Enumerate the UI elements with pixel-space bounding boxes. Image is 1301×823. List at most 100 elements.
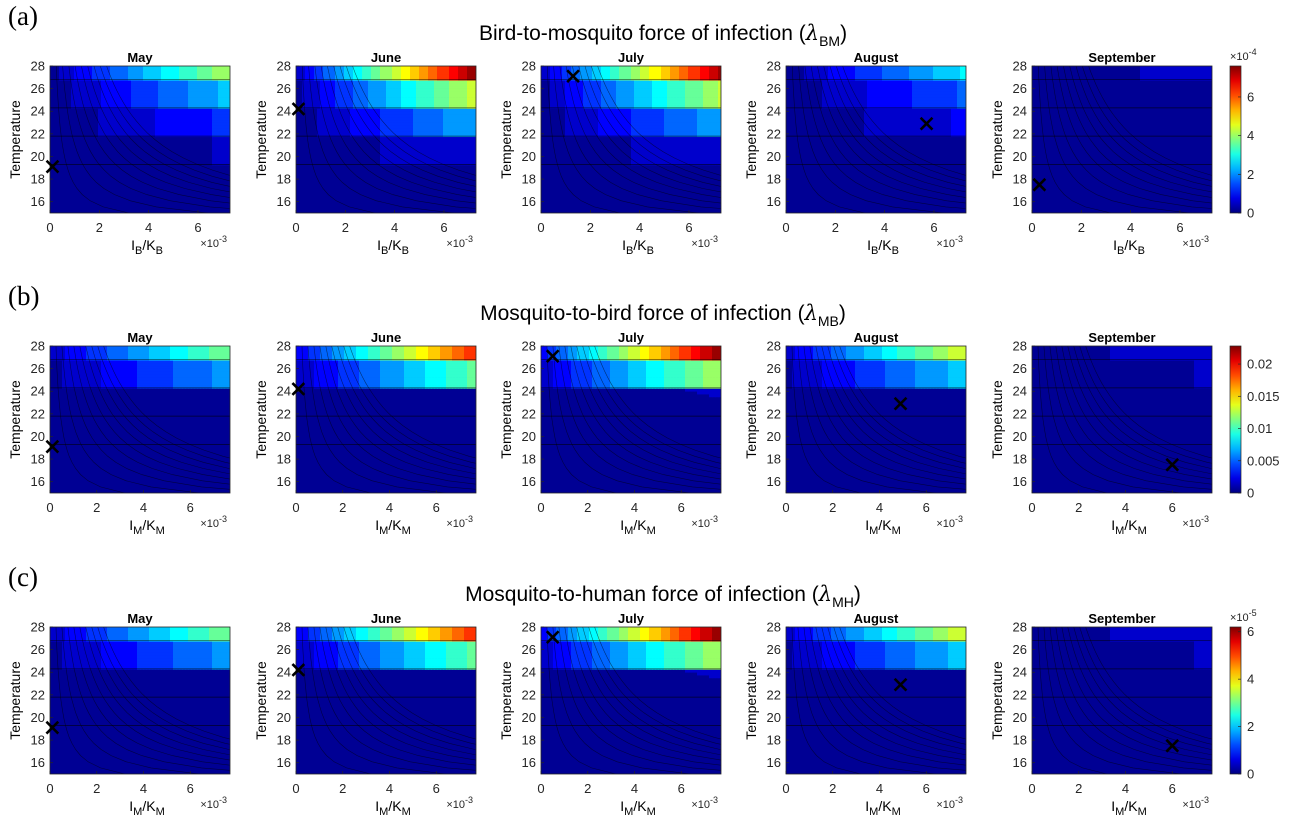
- contour-cell: [122, 91, 126, 95]
- contour-cell: [640, 147, 644, 152]
- contour-cell: [398, 159, 402, 163]
- contour-cell: [191, 80, 195, 84]
- contour-cell: [631, 85, 635, 89]
- contour-cell: [667, 114, 671, 118]
- contour-cell: [218, 80, 222, 84]
- contour-cell: [553, 99, 557, 104]
- contour-cell: [706, 91, 710, 95]
- contour-cell: [583, 102, 587, 106]
- contour-cell: [335, 105, 339, 109]
- contour-cell: [718, 150, 721, 154]
- contour-cell: [834, 97, 838, 101]
- contour-cell: [637, 82, 641, 87]
- contour-cell: [395, 119, 399, 123]
- contour-cell: [652, 145, 656, 149]
- contour-cell: [83, 85, 87, 89]
- contour-cell: [380, 66, 384, 70]
- contour-cell: [613, 77, 617, 81]
- contour-cell: [828, 77, 832, 81]
- contour-cell: [407, 88, 411, 92]
- contour-cell: [353, 94, 357, 98]
- contour-cell: [353, 131, 357, 135]
- contour-cell: [440, 128, 444, 132]
- contour-cell: [565, 99, 569, 104]
- contour-cell: [350, 82, 354, 87]
- contour-cell: [413, 153, 417, 157]
- contour-cell: [577, 108, 581, 112]
- contour-cell: [646, 162, 650, 166]
- contour-cell: [589, 108, 593, 112]
- contour-cell: [610, 80, 614, 84]
- contour-cell: [125, 68, 129, 73]
- contour-cell: [455, 145, 459, 149]
- contour-cell: [104, 125, 108, 129]
- contour-cell: [634, 71, 638, 75]
- contour-cell: [670, 80, 674, 84]
- contour-cell: [146, 82, 150, 87]
- contour-cell: [164, 91, 168, 95]
- contour-cell: [368, 85, 372, 89]
- contour-cell: [831, 82, 835, 87]
- contour-cell: [550, 77, 554, 81]
- contour-cell: [610, 116, 614, 121]
- contour-cell: [437, 162, 441, 166]
- contour-cell: [437, 85, 441, 89]
- contour-cell: [685, 142, 689, 146]
- contour-cell: [697, 150, 701, 154]
- contour-cell: [161, 111, 165, 115]
- contour-cell: [541, 66, 545, 70]
- contour-cell: [317, 94, 321, 98]
- contour-cell: [176, 111, 180, 115]
- contour-cell: [185, 116, 189, 121]
- contour-cell: [155, 111, 159, 115]
- contour-cell: [353, 133, 357, 138]
- contour-cell: [622, 68, 626, 73]
- contour-cell: [431, 94, 435, 98]
- contour-cell: [191, 91, 195, 95]
- contour-cell: [655, 68, 659, 73]
- contour-cell: [646, 116, 650, 121]
- contour-cell: [167, 131, 171, 135]
- contour-cell: [577, 105, 581, 109]
- contour-cell: [89, 91, 93, 95]
- contour-cell: [374, 77, 378, 81]
- contour-cell: [158, 82, 162, 87]
- contour-cell: [691, 105, 695, 109]
- contour-cell: [676, 108, 680, 112]
- contour-cell: [577, 74, 581, 78]
- contour-cell: [419, 111, 423, 115]
- contour-cell: [631, 142, 635, 146]
- contour-cell: [664, 116, 668, 121]
- contour-cell: [221, 111, 225, 115]
- contour-cell: [449, 111, 453, 115]
- contour-cell: [577, 114, 581, 118]
- contour-cell: [446, 145, 450, 149]
- contour-cell: [221, 74, 225, 78]
- contour-cell: [622, 111, 626, 115]
- contour-cell: [314, 74, 318, 78]
- contour-cell: [425, 150, 429, 154]
- contour-cell: [634, 85, 638, 89]
- contour-cell: [398, 105, 402, 109]
- contour-cell: [416, 128, 420, 132]
- contour-cell: [218, 68, 222, 73]
- contour-cell: [173, 108, 177, 112]
- contour-cell: [673, 142, 677, 146]
- contour-cell: [161, 125, 165, 129]
- contour-cell: [182, 77, 186, 81]
- contour-cell: [580, 131, 584, 135]
- contour-cell: [92, 77, 96, 81]
- contour-cell: [434, 94, 438, 98]
- contour-cell: [347, 99, 351, 104]
- contour-cell: [822, 68, 826, 73]
- contour-cell: [437, 147, 441, 152]
- contour-cell: [703, 131, 707, 135]
- contour-cell: [215, 77, 219, 81]
- contour-cell: [601, 133, 605, 138]
- contour-cell: [131, 85, 135, 89]
- contour-cell: [212, 142, 216, 146]
- contour-cell: [473, 142, 476, 146]
- contour-cell: [305, 77, 309, 81]
- contour-cell: [625, 125, 629, 129]
- contour-cell: [595, 114, 599, 118]
